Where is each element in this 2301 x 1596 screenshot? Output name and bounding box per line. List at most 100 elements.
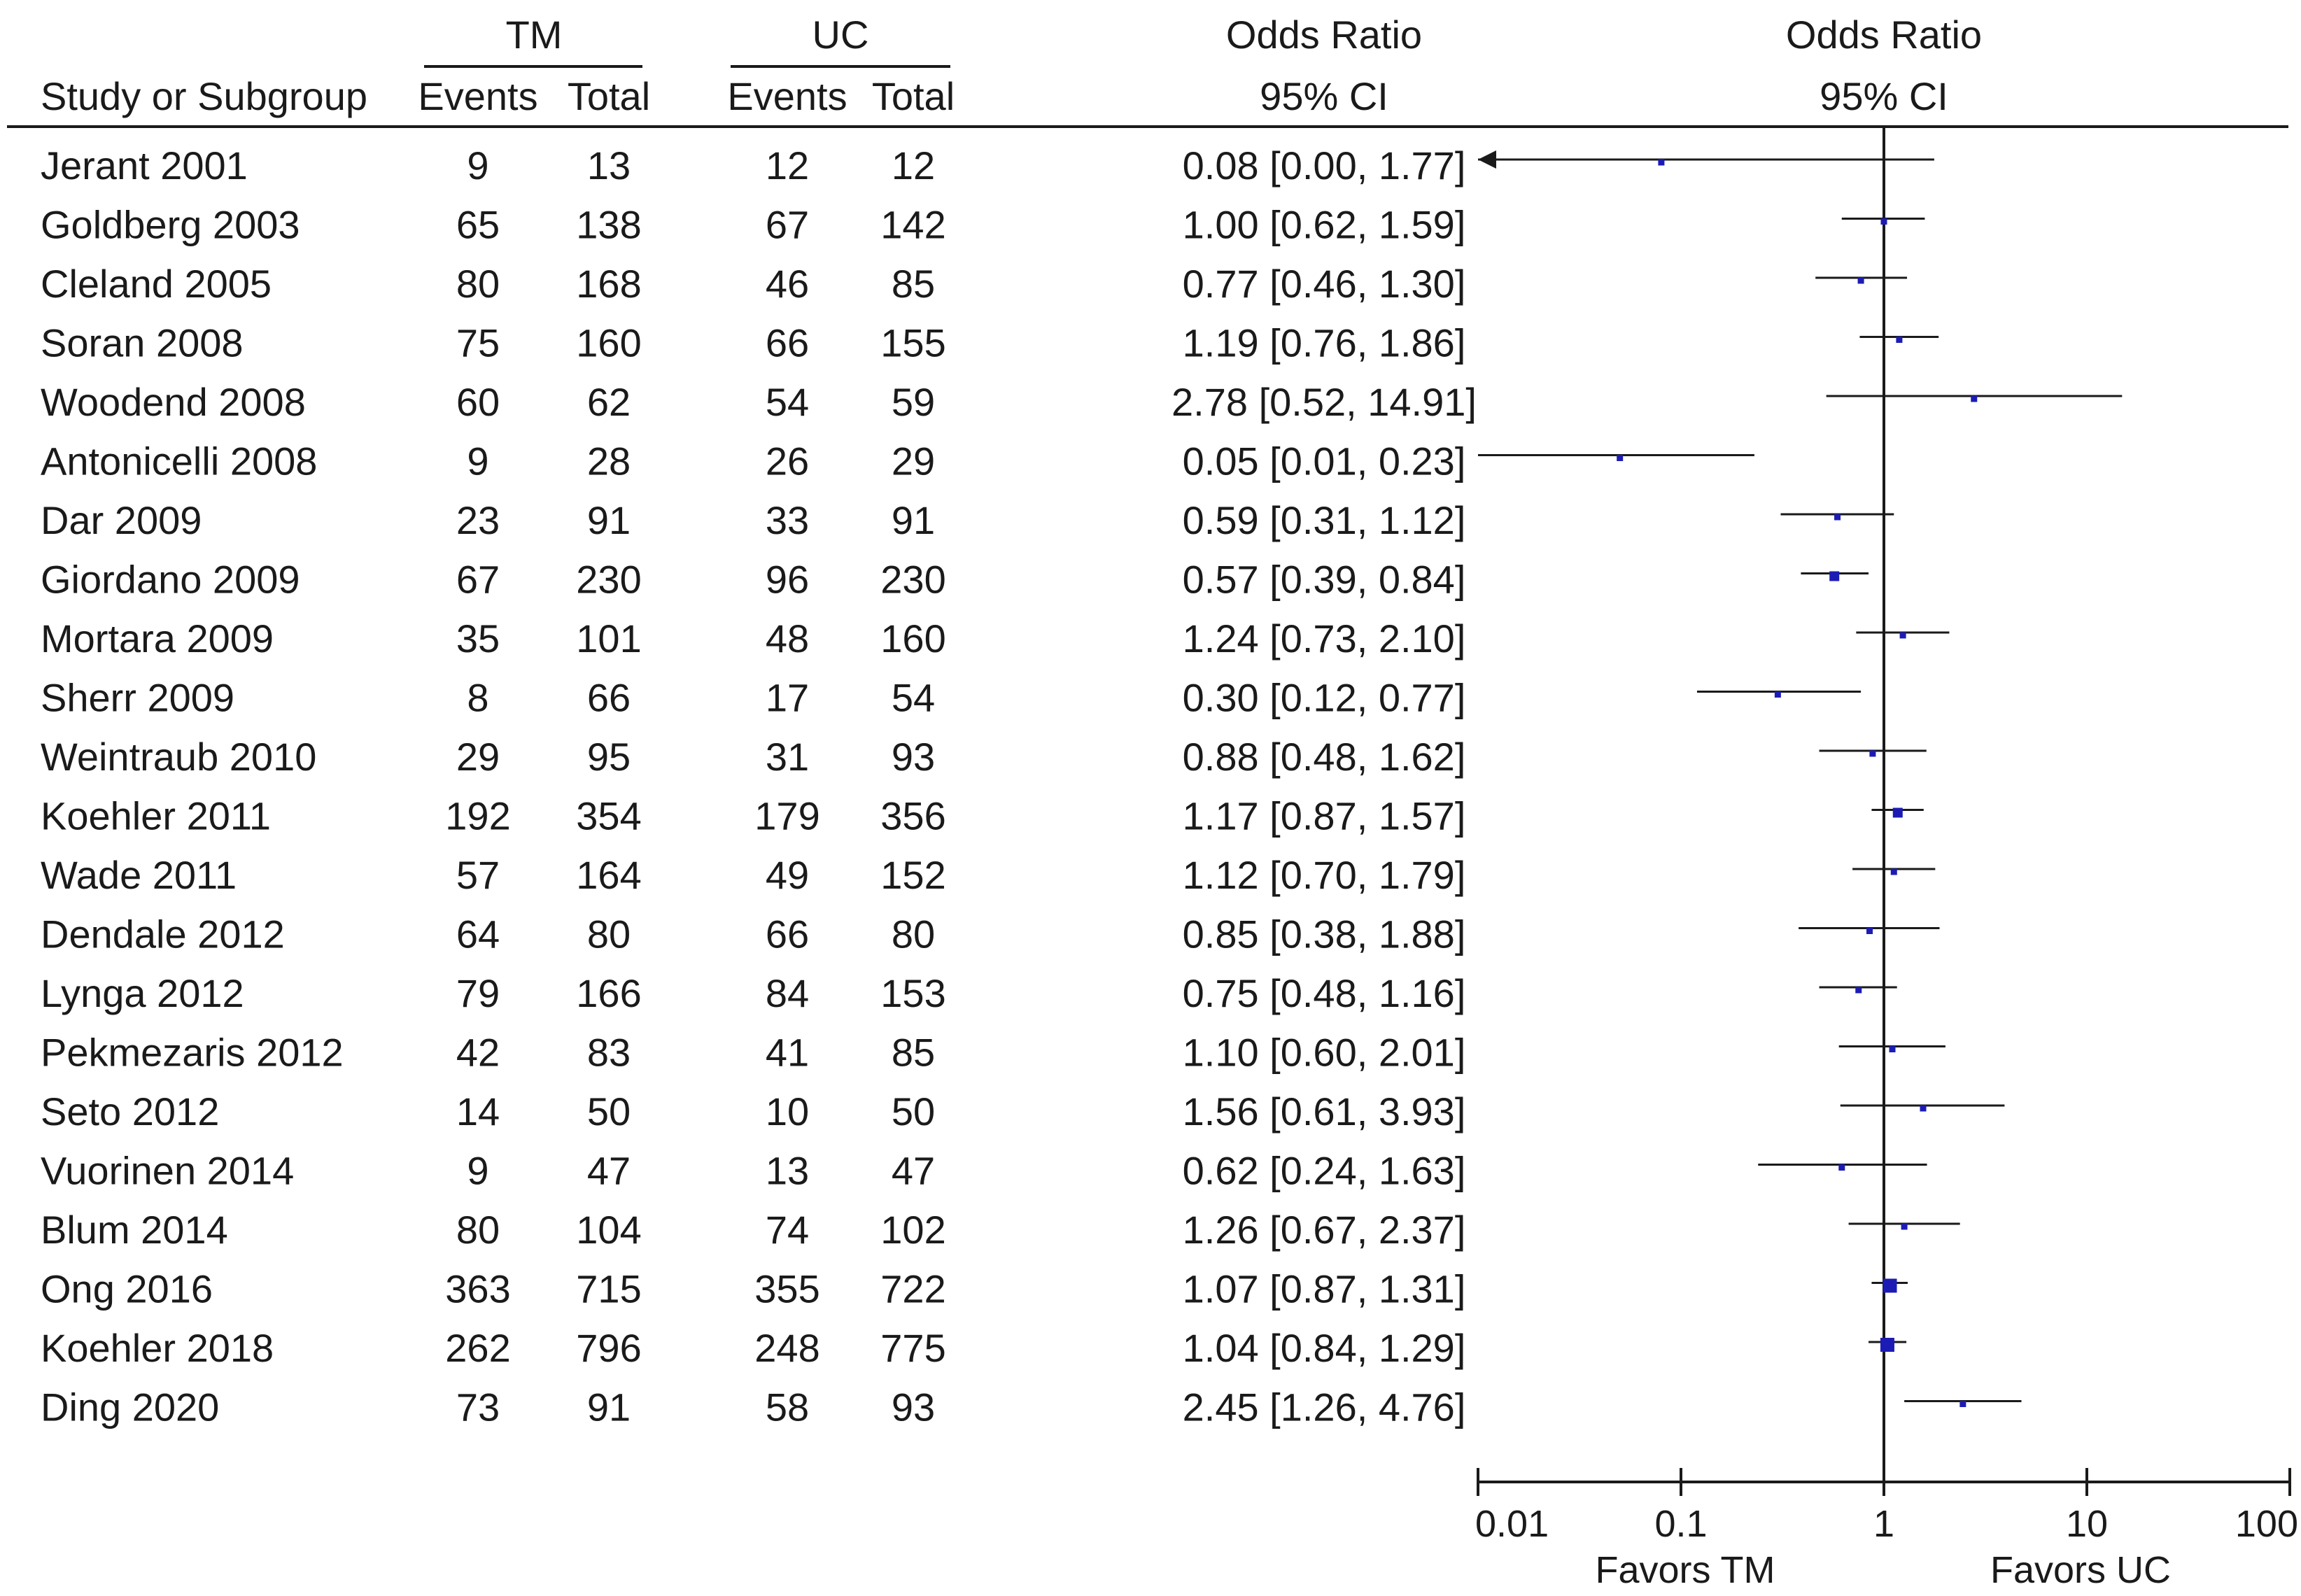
uc-total-value: 85 [892, 262, 935, 306]
uc-events-value: 96 [766, 558, 809, 602]
point-estimate [1971, 395, 1978, 402]
study-name: Antonicelli 2008 [41, 439, 317, 483]
uc-total-value: 775 [880, 1326, 945, 1370]
tm-events-value: 64 [456, 912, 500, 956]
odds-ratio-ci-value: 0.05 [0.01, 0.23] [1183, 439, 1466, 483]
tm-events-value: 9 [467, 1149, 488, 1193]
uc-events-value: 74 [766, 1208, 809, 1252]
uc-total-value: 230 [880, 558, 945, 602]
tm-total-value: 13 [587, 143, 631, 188]
odds-ratio-ci-value: 1.19 [0.76, 1.86] [1183, 321, 1466, 365]
tm-events-value: 57 [456, 853, 500, 897]
study-name: Soran 2008 [41, 321, 244, 365]
study-name: Jerant 2001 [41, 143, 248, 188]
odds-ratio-ci-value: 0.75 [0.48, 1.16] [1183, 971, 1466, 1015]
tm-events-value: 35 [456, 616, 500, 661]
uc-total-value: 102 [880, 1208, 945, 1252]
tm-total-value: 91 [587, 498, 631, 542]
tm-total-value: 101 [576, 616, 641, 661]
point-estimate [1855, 987, 1862, 994]
uc-events-value: 66 [766, 321, 809, 365]
uc-total-value: 142 [880, 203, 945, 247]
x-axis-tick-label: 0.01 [1475, 1503, 1549, 1545]
point-estimate [1869, 750, 1876, 757]
point-estimate [1866, 928, 1873, 934]
uc-events-value: 58 [766, 1385, 809, 1429]
x-axis-tick-label: 1 [1873, 1503, 1894, 1545]
study-name: Blum 2014 [41, 1208, 228, 1252]
odds-ratio-ci-value: 1.04 [0.84, 1.29] [1183, 1326, 1466, 1370]
odds-ratio-ci-value: 1.00 [0.62, 1.59] [1183, 203, 1466, 247]
point-estimate [1617, 455, 1624, 461]
tm-events-value: 80 [456, 1208, 500, 1252]
study-name: Pekmezaris 2012 [41, 1031, 344, 1075]
uc-total-value: 160 [880, 616, 945, 661]
point-estimate [1829, 571, 1840, 581]
study-rows: Jerant 2001 9 13 12 12 0.08 [0.00, 1.77] Goldb… [41, 143, 1477, 1429]
tm-total-value: 83 [587, 1031, 631, 1075]
study-name: Goldberg 2003 [41, 203, 300, 247]
odds-ratio-ci-value: 2.45 [1.26, 4.76] [1183, 1385, 1466, 1429]
study-name: Weintraub 2010 [41, 735, 316, 779]
uc-events-value: 179 [754, 794, 819, 838]
tm-events-value: 60 [456, 380, 500, 424]
tm-total-value: 80 [587, 912, 631, 956]
uc-events-value: 46 [766, 262, 809, 306]
tm-total-value: 166 [576, 971, 641, 1015]
tm-total-value: 715 [576, 1267, 641, 1311]
plot-header: Odds Ratio [1786, 13, 1982, 57]
tm-total-value: 164 [576, 853, 641, 897]
uc-events-value: 33 [766, 498, 809, 542]
uc-events-value: 84 [766, 971, 809, 1015]
study-name: Dar 2009 [41, 498, 202, 542]
uc-events-value: 49 [766, 853, 809, 897]
odds-ratio-ci-value: 0.77 [0.46, 1.30] [1183, 262, 1466, 306]
tm-events-value: 79 [456, 971, 500, 1015]
odds-ratio-ci-value: 1.17 [0.87, 1.57] [1183, 794, 1466, 838]
uc-total-value: 47 [892, 1149, 935, 1193]
tm-events-value: 73 [456, 1385, 500, 1429]
tm-total-value: 95 [587, 735, 631, 779]
uc-events-value: 13 [766, 1149, 809, 1193]
tm-events-value: 9 [467, 439, 488, 483]
uc-events-value: 41 [766, 1031, 809, 1075]
tm-group-header: TM [506, 13, 563, 57]
favors-uc-label: Favors UC [1990, 1549, 2171, 1591]
uc-events-value: 17 [766, 676, 809, 720]
tm-total-value: 160 [576, 321, 641, 365]
study-name: Cleland 2005 [41, 262, 272, 306]
uc-total-value: 91 [892, 498, 935, 542]
uc-events-header: Events [727, 74, 847, 118]
odds-ratio-ci-value: 0.62 [0.24, 1.63] [1183, 1149, 1466, 1193]
uc-events-value: 355 [754, 1267, 819, 1311]
point-estimate [1658, 159, 1665, 166]
study-name: Wade 2011 [41, 853, 237, 897]
odds-ratio-ci-value: 0.57 [0.39, 0.84] [1183, 558, 1466, 602]
study-name: Seto 2012 [41, 1089, 219, 1134]
uc-total-value: 12 [892, 143, 935, 188]
odds-ratio-ci-value: 0.59 [0.31, 1.12] [1183, 498, 1466, 542]
tm-total-value: 47 [587, 1149, 631, 1193]
uc-events-value: 31 [766, 735, 809, 779]
study-name: Mortara 2009 [41, 616, 274, 661]
uc-total-value: 80 [892, 912, 935, 956]
plot-area: 0.01 0.1 1 10 100 [1475, 127, 2298, 1545]
uc-events-value: 67 [766, 203, 809, 247]
tm-total-value: 796 [576, 1326, 641, 1370]
odds-ratio-ci-value: 1.12 [0.70, 1.79] [1183, 853, 1466, 897]
tm-total-value: 50 [587, 1089, 631, 1134]
study-name: Koehler 2011 [41, 794, 271, 838]
study-name: Koehler 2018 [41, 1326, 274, 1370]
study-name: Woodend 2008 [41, 380, 306, 424]
point-estimate [1892, 807, 1903, 818]
point-estimate [1883, 1278, 1897, 1293]
study-name: Lynga 2012 [41, 971, 244, 1015]
point-estimate [1857, 277, 1864, 284]
uc-total-value: 93 [892, 1385, 935, 1429]
tm-events-value: 9 [467, 143, 488, 188]
odds-ratio-ci-value: 0.30 [0.12, 0.77] [1183, 676, 1466, 720]
x-axis-tick-label: 0.1 [1654, 1503, 1707, 1545]
tm-events-value: 14 [456, 1089, 500, 1134]
uc-total-value: 85 [892, 1031, 935, 1075]
tm-total-value: 354 [576, 794, 641, 838]
